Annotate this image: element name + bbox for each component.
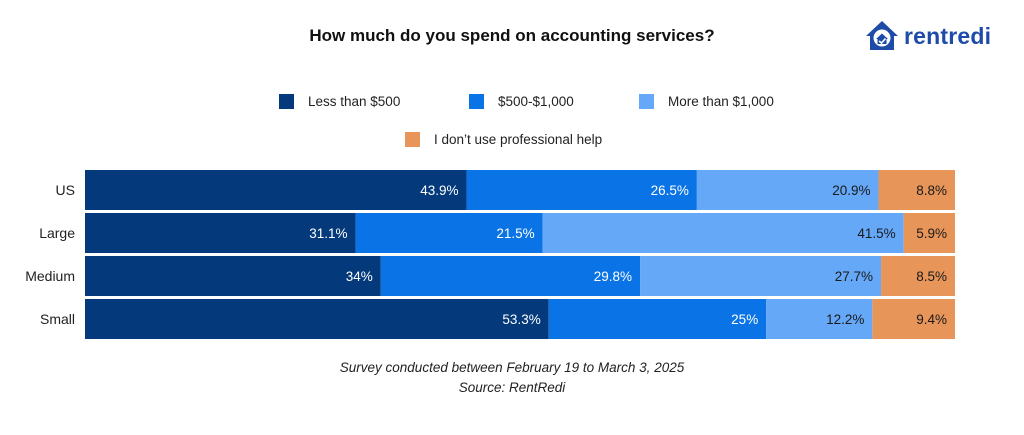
logo-text: rentredi xyxy=(904,22,992,49)
survey-note: Survey conducted between February 19 to … xyxy=(339,360,685,375)
y-axis-label-large: Large xyxy=(39,225,75,241)
bar-segment-small-more-than-1-000 xyxy=(766,299,873,339)
data-label-small-i-don-t-use-professional-help: 9.4% xyxy=(916,312,947,327)
y-axis-label-medium: Medium xyxy=(25,268,75,284)
data-label-small-more-than-1-000: 12.2% xyxy=(826,312,864,327)
chart-title: How much do you spend on accounting serv… xyxy=(309,26,715,45)
bar-segment-large-more-than-1-000 xyxy=(542,213,904,253)
data-label-us-less-than-500: 43.9% xyxy=(420,183,458,198)
source-note: Source: RentRedi xyxy=(458,380,566,395)
bar-segment-us-less-than-500 xyxy=(85,170,467,210)
bar-segment-medium-500-1-000 xyxy=(380,256,641,296)
y-axis-label-small: Small xyxy=(40,311,75,327)
bar-segment-small-i-don-t-use-professional-help xyxy=(872,299,955,339)
data-label-large-500-1-000: 21.5% xyxy=(496,226,534,241)
bar-segment-us-more-than-1-000 xyxy=(696,170,879,210)
data-label-small-500-1-000: 25% xyxy=(731,312,758,327)
legend-swatch xyxy=(469,94,484,109)
legend-item-more-than-1000: More than $1,000 xyxy=(639,94,774,109)
rentredi-logo: rentredi xyxy=(862,16,991,56)
data-label-medium-less-than-500: 34% xyxy=(346,269,373,284)
legend-item-500-1000: $500-$1,000 xyxy=(469,94,574,109)
bar-segment-medium-less-than-500 xyxy=(85,256,381,296)
data-label-us-500-1-000: 26.5% xyxy=(651,183,689,198)
bar-segment-small-500-1-000 xyxy=(548,299,767,339)
data-label-large-less-than-500: 31.1% xyxy=(309,226,347,241)
legend-swatch xyxy=(405,132,420,147)
data-label-medium-i-don-t-use-professional-help: 8.5% xyxy=(916,269,947,284)
legend-label: Less than $500 xyxy=(308,94,401,109)
bar-segment-us-i-don-t-use-professional-help xyxy=(878,170,955,210)
legend-label: $500-$1,000 xyxy=(498,94,574,109)
data-label-small-less-than-500: 53.3% xyxy=(502,312,540,327)
data-label-medium-500-1-000: 29.8% xyxy=(594,269,632,284)
data-label-large-i-don-t-use-professional-help: 5.9% xyxy=(916,226,947,241)
bar-segment-small-less-than-500 xyxy=(85,299,549,339)
legend-item-less-than-500: Less than $500 xyxy=(279,94,400,109)
data-label-us-i-don-t-use-professional-help: 8.8% xyxy=(916,183,947,198)
bar-segment-large-i-don-t-use-professional-help xyxy=(903,213,955,253)
legend-label: I don’t use professional help xyxy=(434,132,603,147)
bar-segment-us-500-1-000 xyxy=(466,170,697,210)
bar-segment-large-500-1-000 xyxy=(355,213,543,253)
legend-item-no-professional-help: I don’t use professional help xyxy=(405,132,602,147)
legend-label: More than $1,000 xyxy=(668,94,774,109)
data-label-large-more-than-1-000: 41.5% xyxy=(857,226,895,241)
data-label-medium-more-than-1-000: 27.7% xyxy=(835,269,873,284)
legend-swatch xyxy=(639,94,654,109)
bar-segment-medium-more-than-1-000 xyxy=(640,256,882,296)
bar-segment-large-less-than-500 xyxy=(85,213,356,253)
house-logo-icon xyxy=(866,21,898,50)
y-axis-label-us: US xyxy=(56,182,75,198)
bar-segment-medium-i-don-t-use-professional-help xyxy=(881,256,955,296)
legend-swatch xyxy=(279,94,294,109)
data-label-us-more-than-1-000: 20.9% xyxy=(832,183,870,198)
